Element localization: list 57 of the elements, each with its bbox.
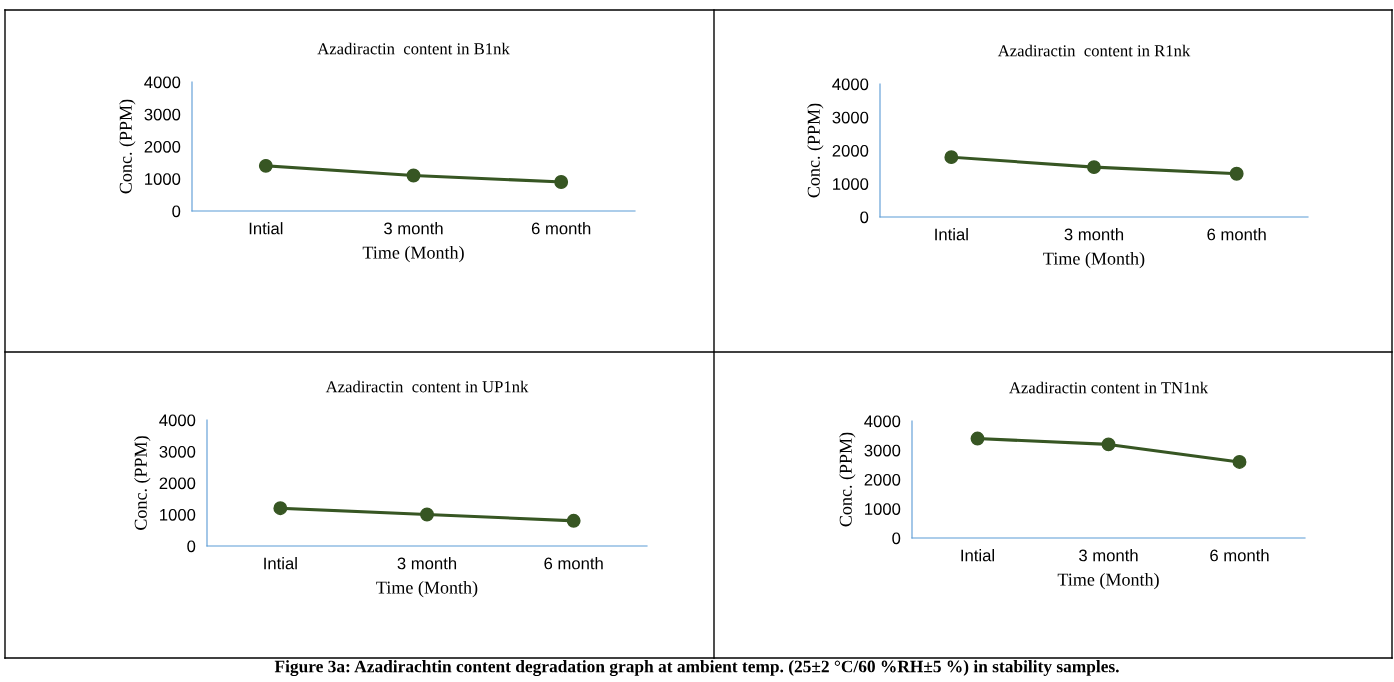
chart-title: Azadiractin content in UP1nk xyxy=(325,380,529,393)
y-tick-label: 2000 xyxy=(832,144,869,157)
x-tick-label: Intial xyxy=(935,228,968,241)
y-tick-label: 4000 xyxy=(144,76,181,89)
point xyxy=(1087,160,1101,175)
y-tick-label: 0 xyxy=(187,540,196,553)
y-tick-label: 1000 xyxy=(160,508,196,521)
x-axis-title: Time (Month) xyxy=(376,580,478,598)
point xyxy=(420,507,434,522)
x-axis-title: Time (Month) xyxy=(362,245,464,263)
y-tick-label: 3000 xyxy=(144,108,181,121)
y-tick-label: 0 xyxy=(172,205,181,218)
x-tick-label: Intial xyxy=(249,222,283,235)
x-axis-title: Time (Month) xyxy=(1057,572,1159,590)
y-tick-label: 1000 xyxy=(833,178,869,190)
chart-title: Azadiractin content in B1nk xyxy=(317,42,510,55)
y-tick-label: 2000 xyxy=(144,140,181,153)
point xyxy=(273,501,288,516)
point xyxy=(1232,455,1247,469)
point xyxy=(406,168,421,183)
y-tick-label: 4000 xyxy=(864,415,901,428)
x-tick-label: 3 month xyxy=(1079,549,1138,562)
y-tick-label: 0 xyxy=(860,211,869,224)
y-tick-label: 2000 xyxy=(864,473,901,486)
y-axis-title: Conc. (PPM) xyxy=(134,436,151,530)
point xyxy=(554,175,569,189)
y-tick-label: 4000 xyxy=(832,78,869,91)
y-tick-label: 3000 xyxy=(864,444,901,457)
y-tick-label: 1000 xyxy=(145,173,181,185)
y-axis-title: Conc. (PPM) xyxy=(839,432,856,527)
x-tick-label: 3 month xyxy=(1064,228,1124,241)
y-axis-title: Conc. (PPM) xyxy=(807,103,824,198)
x-tick-label: Intial xyxy=(961,549,994,562)
chart-title: Azadiractin content in R1nk xyxy=(997,44,1191,57)
x-tick-label: 6 month xyxy=(544,557,603,570)
x-tick-label: Intial xyxy=(264,557,297,570)
caption: Figure 3a: Azadirachtin content degradation graph at ambient temp. (25±2 °C/60 %RH±5 %) in stability samples. xyxy=(274,660,1119,676)
x-tick-label: 3 month xyxy=(384,222,443,235)
x-tick-label: 3 month xyxy=(397,557,457,570)
y-tick-label: 3000 xyxy=(832,111,869,124)
point xyxy=(566,513,581,528)
y-tick-label: 2000 xyxy=(159,477,196,490)
point xyxy=(258,158,273,173)
chart-title: Azadiractin content in TN1nk xyxy=(1009,381,1209,394)
y-tick-label: 3000 xyxy=(159,445,196,458)
point xyxy=(944,150,959,165)
y-tick-label: 1000 xyxy=(865,503,901,515)
y-tick-label: 4000 xyxy=(159,414,196,427)
x-tick-label: 6 month xyxy=(531,222,591,235)
point xyxy=(1101,437,1116,452)
x-tick-label: 6 month xyxy=(1207,228,1266,241)
y-axis-title: Conc. (PPM) xyxy=(119,99,136,194)
x-axis-title: Time (Month) xyxy=(1043,251,1145,269)
y-tick-label: 0 xyxy=(892,532,901,545)
point xyxy=(970,431,985,446)
point xyxy=(1229,166,1244,181)
x-tick-label: 6 month xyxy=(1210,549,1269,562)
